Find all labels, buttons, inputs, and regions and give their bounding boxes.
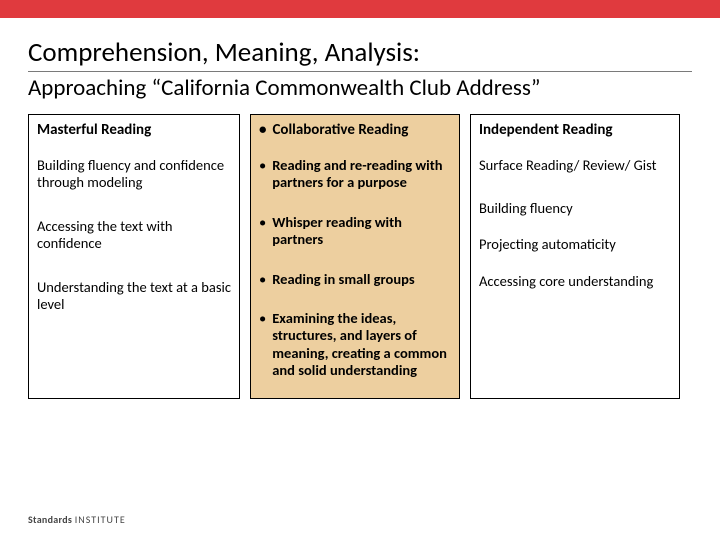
column-item: Examining the ideas, structures, and lay… [272, 310, 451, 380]
column-item: Projecting automaticity [479, 236, 671, 253]
column-item-row: • Reading in small groups [259, 271, 451, 288]
slide-content: Comprehension, Meaning, Analysis: Approa… [0, 18, 720, 399]
slide-title: Comprehension, Meaning, Analysis: [28, 36, 692, 69]
top-accent-bar [0, 0, 720, 18]
column-independent: Independent Reading Surface Reading/ Rev… [470, 114, 680, 399]
column-item: Surface Reading/ Review/ Gist [479, 157, 671, 174]
column-item-row: • Whisper reading with partners [259, 214, 451, 249]
bullet-icon: • [259, 121, 272, 139]
column-collaborative: • Collaborative Reading • Reading and re… [250, 114, 460, 399]
column-item: Accessing core understanding [479, 273, 671, 290]
column-item: Whisper reading with partners [272, 214, 451, 249]
column-item: Accessing the text with confidence [37, 218, 231, 253]
column-item: Reading and re-reading with partners for… [272, 157, 451, 192]
columns-container: Masterful Reading Building fluency and c… [28, 114, 692, 399]
bullet-icon: • [259, 214, 272, 249]
footer-brand-light: INSTITUTE [75, 513, 126, 526]
slide-subtitle: Approaching “California Commonwealth Clu… [28, 74, 692, 102]
column-header-row: • Collaborative Reading [259, 121, 451, 139]
column-item: Reading in small groups [272, 271, 451, 288]
column-header: Independent Reading [479, 121, 671, 139]
column-item: Building fluency and confidence through … [37, 157, 231, 192]
title-underline [28, 71, 692, 72]
bullet-icon: • [259, 310, 272, 380]
column-item-row: • Reading and re-reading with partners f… [259, 157, 451, 192]
column-item-row: • Examining the ideas, structures, and l… [259, 310, 451, 380]
column-header: Masterful Reading [37, 121, 231, 139]
column-masterful: Masterful Reading Building fluency and c… [28, 114, 240, 399]
footer-logo: Standards INSTITUTE [28, 513, 126, 526]
column-header: Collaborative Reading [272, 121, 408, 139]
column-item: Understanding the text at a basic level [37, 279, 231, 314]
bullet-icon: • [259, 157, 272, 192]
bullet-icon: • [259, 271, 272, 288]
footer-brand-bold: Standards [28, 513, 72, 526]
column-item: Building fluency [479, 200, 671, 217]
